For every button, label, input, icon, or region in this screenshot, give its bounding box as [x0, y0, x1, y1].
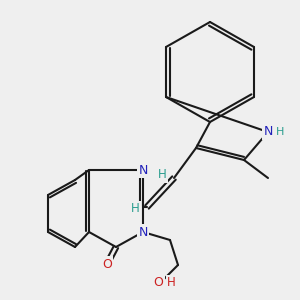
- Text: N: N: [138, 164, 148, 176]
- Text: H: H: [130, 202, 140, 215]
- Text: O: O: [102, 257, 112, 271]
- Text: N: N: [138, 226, 148, 238]
- Text: H: H: [276, 127, 284, 137]
- Text: N: N: [263, 125, 273, 139]
- Text: H: H: [167, 277, 176, 290]
- Text: O: O: [154, 277, 164, 290]
- Text: H: H: [158, 169, 167, 182]
